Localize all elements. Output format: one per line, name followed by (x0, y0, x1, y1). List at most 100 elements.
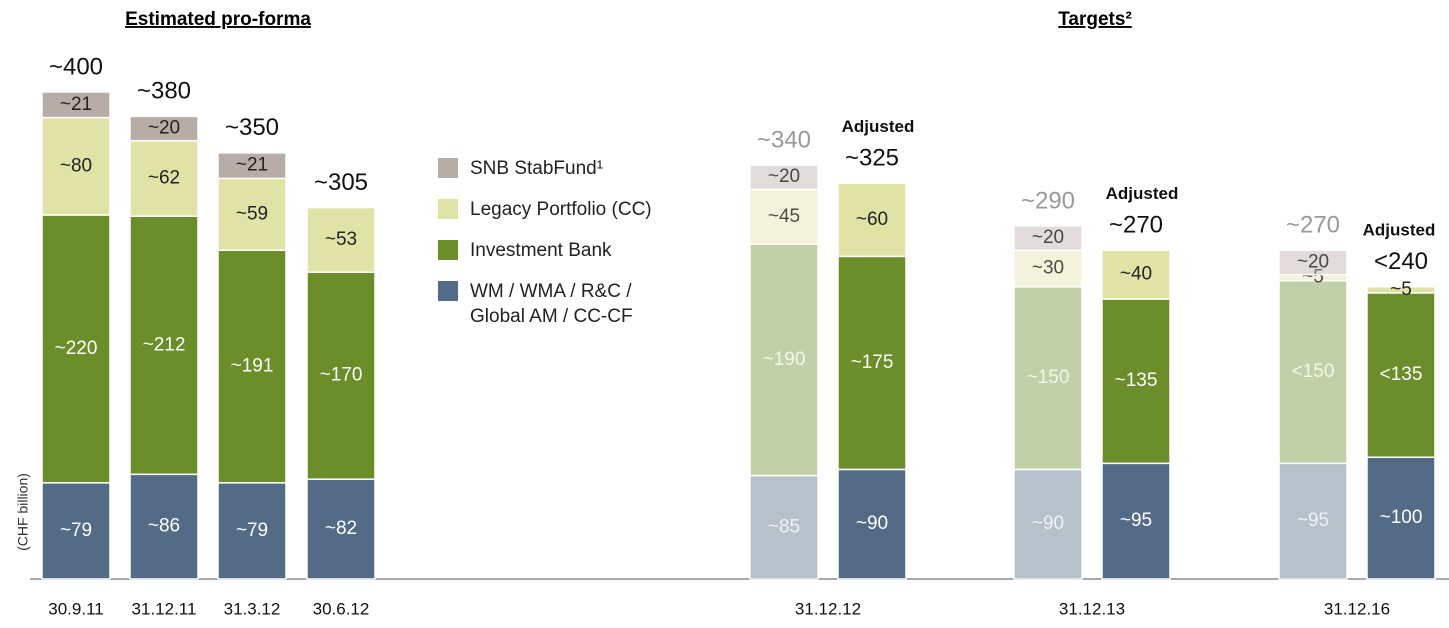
value-label: ~135 (1115, 370, 1158, 391)
value-label: ~60 (856, 209, 888, 230)
bar-segment (41, 91, 111, 119)
annotation: Adjusted (1106, 184, 1179, 203)
value-label: ~85 (768, 516, 800, 537)
legend-item: WM / WMA / R&C / Global AM / CC-CF (438, 279, 698, 329)
bar-segment (1366, 286, 1436, 294)
value-label: ~53 (325, 229, 357, 250)
legend-item: Investment Bank (438, 238, 698, 263)
value-label: ~20 (1297, 251, 1329, 272)
bar-segment (129, 473, 199, 580)
bar-segment (1101, 298, 1171, 465)
legend-label: Investment Bank (470, 240, 612, 261)
bar-segment (129, 139, 199, 217)
heading: Estimated pro-forma (125, 9, 311, 30)
total-label: ~305 (314, 169, 368, 196)
value-label: ~170 (320, 365, 363, 386)
bar-segment (1278, 279, 1348, 465)
legend-swatch (438, 240, 458, 260)
total-label: ~350 (225, 114, 279, 141)
legend-item: Legacy Portfolio (CC) (438, 197, 698, 222)
value-label: ~100 (1380, 507, 1423, 528)
legend-label: WM / WMA / R&C / Global AM / CC-CF (470, 281, 633, 327)
value-label: ~59 (236, 203, 268, 224)
bar-segment (217, 249, 287, 484)
bar-segment (1278, 462, 1348, 580)
value-label: ~190 (763, 349, 806, 370)
x-tick-label: 30.9.11 (48, 599, 103, 618)
total-label: ~340 (757, 126, 811, 153)
bar-segment (1278, 249, 1348, 276)
value-label: ~212 (143, 334, 186, 355)
heading: Targets² (1058, 9, 1132, 30)
value-label: ~79 (236, 520, 268, 541)
bar-segment (1366, 456, 1436, 580)
bar-segment (1101, 249, 1171, 300)
total-label: ~400 (49, 53, 103, 80)
y-axis-label: (CHF billion) (15, 473, 31, 551)
legend: SNB StabFund¹ Legacy Portfolio (CC) Invest… (438, 156, 698, 345)
bar-segment (1013, 225, 1083, 252)
value-label: ~20 (768, 166, 800, 187)
bar-segment (41, 214, 111, 484)
bar-segment (1101, 462, 1171, 580)
legend-swatch (438, 281, 458, 301)
value-label: ~175 (851, 352, 894, 373)
value-label: ~79 (60, 520, 92, 541)
value-label: ~90 (856, 513, 888, 534)
bar-segment (129, 215, 199, 476)
value-label: <135 (1380, 364, 1423, 385)
legend-item: SNB StabFund¹ (438, 156, 698, 181)
value-label: ~5 (1390, 279, 1412, 300)
x-tick-label: 31.12.16 (1324, 599, 1390, 618)
bar-segment (837, 468, 907, 580)
bar-segment (306, 271, 376, 480)
x-tick-label: 31.3.12 (224, 599, 281, 618)
annotation: Adjusted (842, 117, 915, 136)
value-label: ~20 (148, 118, 180, 139)
total-label: ~325 (845, 145, 899, 172)
bar-segment (217, 482, 287, 580)
value-label: ~80 (60, 155, 92, 176)
x-tick-label: 31.12.11 (132, 599, 197, 618)
total-label: ~290 (1021, 187, 1075, 214)
legend-label: Legacy Portfolio (CC) (470, 199, 652, 220)
total-label: ~380 (137, 78, 191, 105)
x-tick-label: 31.12.13 (1059, 599, 1125, 618)
value-label: ~40 (1120, 264, 1152, 285)
total-label: ~270 (1286, 212, 1340, 239)
value-label: ~150 (1027, 367, 1070, 388)
x-tick-label: 30.6.12 (313, 599, 370, 618)
bar-segment (749, 188, 819, 245)
value-label: ~220 (55, 338, 98, 359)
bar-segment (749, 164, 819, 191)
value-label: ~21 (236, 155, 268, 176)
value-label: ~90 (1032, 513, 1064, 534)
bar-segment (749, 474, 819, 580)
bar-segment (837, 255, 907, 471)
total-label: <240 (1374, 248, 1428, 275)
value-label: <150 (1292, 361, 1335, 382)
value-label: ~5 (1302, 267, 1324, 288)
value-label: ~20 (1032, 227, 1064, 248)
annotation: Adjusted (1363, 220, 1436, 239)
value-label: ~191 (231, 356, 274, 377)
value-label: ~30 (1032, 258, 1064, 279)
x-tick-label: 31.12.12 (795, 599, 861, 618)
total-label: ~270 (1109, 212, 1163, 239)
bar-segment (749, 243, 819, 477)
bar-segment (217, 177, 287, 252)
bar-segment (129, 115, 199, 142)
bar-segment (41, 482, 111, 580)
value-label: ~95 (1120, 510, 1152, 531)
value-label: ~86 (148, 516, 180, 537)
value-label: ~82 (325, 518, 357, 539)
bar-segment (837, 182, 907, 258)
value-label: ~21 (60, 94, 92, 115)
value-label: ~62 (148, 167, 180, 188)
legend-swatch (438, 158, 458, 178)
bar-segment (1366, 292, 1436, 459)
legend-swatch (438, 199, 458, 219)
bar-segment (1013, 468, 1083, 580)
